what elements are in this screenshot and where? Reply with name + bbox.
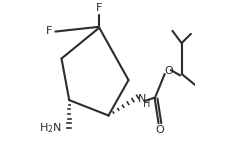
- Text: O: O: [164, 66, 173, 76]
- Text: H$_2$N: H$_2$N: [39, 121, 62, 135]
- Text: O: O: [155, 125, 164, 135]
- Text: F: F: [46, 26, 52, 36]
- Text: F: F: [96, 3, 102, 13]
- Text: N: N: [137, 94, 146, 104]
- Text: H: H: [143, 99, 151, 109]
